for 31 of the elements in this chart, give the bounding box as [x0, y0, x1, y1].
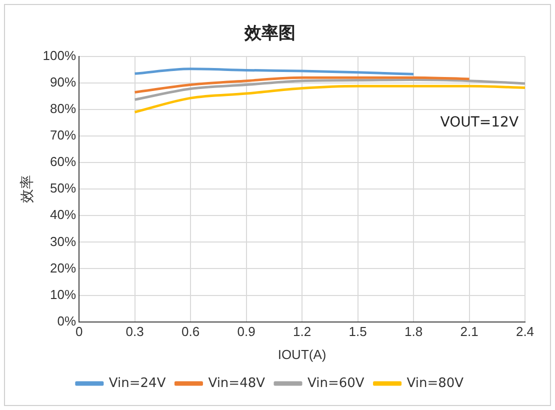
- x-tick-label: 1.8: [404, 324, 423, 340]
- line-series: [134, 78, 525, 101]
- legend-label: Vin=48V: [208, 376, 266, 391]
- y-tick-label: 40%: [50, 207, 76, 222]
- y-tick-label: 60%: [50, 154, 76, 170]
- y-tick-label: 0%: [57, 313, 76, 328]
- y-tick-label: 20%: [50, 260, 76, 276]
- x-tick-label: 0: [75, 324, 83, 340]
- x-tick-label: 0.9: [237, 324, 256, 340]
- y-tick-label: 70%: [50, 128, 76, 143]
- y-tick-label: 80%: [50, 101, 76, 116]
- x-axis-title: IOUT(A): [278, 346, 326, 362]
- x-tick-label: 0.6: [182, 324, 200, 340]
- legend-label: Vin=60V: [308, 376, 364, 391]
- y-tick-label: 30%: [50, 234, 76, 249]
- y-tick-label: 50%: [50, 180, 76, 196]
- chart-title: 效率图: [244, 24, 296, 44]
- line-series: [134, 76, 471, 94]
- y-tick-label: 100%: [42, 48, 76, 63]
- legend-label: Vin=80V: [406, 376, 464, 391]
- y-axis-title: 效率: [18, 175, 34, 204]
- x-tick-label: 1.2: [292, 324, 312, 340]
- legend-label: Vin=24V: [108, 376, 166, 391]
- x-tick-label: 0.3: [126, 324, 144, 340]
- x-tick-label: 2.1: [460, 324, 478, 340]
- annotation: VOUT=12V: [440, 114, 519, 130]
- y-tick-label: 10%: [50, 286, 76, 302]
- line-series: [134, 84, 525, 114]
- x-tick-label: 1.5: [348, 324, 367, 340]
- x-tick-label: 2.4: [516, 324, 534, 340]
- y-tick-label: 90%: [50, 74, 76, 90]
